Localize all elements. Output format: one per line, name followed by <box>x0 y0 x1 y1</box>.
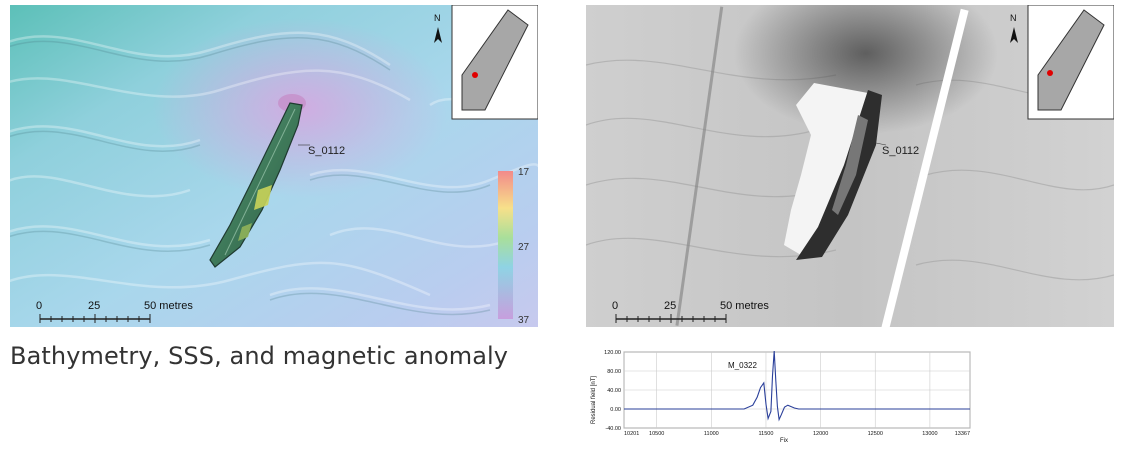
y-tick-labels: 120.00 80.00 40.00 0.00 -40.00 <box>604 350 621 432</box>
legend-max: 37 <box>518 315 530 326</box>
north-label: N <box>1010 13 1017 23</box>
y-tick-label: 40.00 <box>607 388 621 394</box>
scale-bar: 0 25 50 metres <box>612 300 769 323</box>
residual-field-line <box>624 350 970 422</box>
legend-min: 17 <box>518 167 530 178</box>
x-tick-label: 13000 <box>922 431 937 437</box>
scale-bar: 0 25 50 metres <box>36 300 193 323</box>
y-axis-label: Residual field [nT] <box>591 376 597 424</box>
x-tick-label: 12500 <box>868 431 883 437</box>
legend-mid: 27 <box>518 242 530 253</box>
target-label: S_0112 <box>882 145 919 157</box>
anomaly-label: M_0322 <box>728 361 757 370</box>
bathymetry-image: S_0112 17 27 37 0 25 <box>10 5 538 327</box>
north-arrow-icon: N <box>434 13 442 43</box>
target-label: S_0112 <box>308 145 345 157</box>
scale-tick-50: 50 metres <box>720 300 769 312</box>
sss-panel: S_0112 0 25 50 metres <box>586 5 1114 327</box>
y-tick-label: 80.00 <box>607 369 621 375</box>
y-tick-label: 120.00 <box>604 350 621 356</box>
north-arrow-icon: N <box>1010 13 1018 43</box>
location-marker <box>1047 70 1053 76</box>
y-tick-label: -40.00 <box>605 426 621 432</box>
x-tick-label: 10201 <box>624 431 639 437</box>
magnetic-chart-svg: 120.00 80.00 40.00 0.00 -40.00 10201 10500 110… <box>588 344 978 444</box>
scale-tick-0: 0 <box>612 300 618 312</box>
scale-tick-25: 25 <box>664 300 676 312</box>
location-marker <box>472 72 478 78</box>
bathymetry-panel: S_0112 17 27 37 0 25 <box>10 5 538 327</box>
depth-legend: 17 27 37 <box>498 167 530 326</box>
figure-caption: Bathymetry, SSS, and magnetic anomaly <box>10 342 509 370</box>
x-tick-label: 10500 <box>649 431 664 437</box>
scale-tick-50: 50 metres <box>144 300 193 312</box>
magnetic-anomaly-chart: 120.00 80.00 40.00 0.00 -40.00 10201 10500 110… <box>588 344 978 444</box>
x-tick-label: 12000 <box>813 431 828 437</box>
x-tick-labels: 10201 10500 11000 11500 12000 12500 13000 13367 <box>624 431 970 437</box>
north-label: N <box>434 13 441 23</box>
scale-tick-25: 25 <box>88 300 100 312</box>
inset-map: N <box>1010 5 1114 120</box>
x-tick-label: 11000 <box>704 431 719 437</box>
sss-image: S_0112 0 25 50 metres <box>586 5 1114 327</box>
inset-map: N <box>434 5 538 120</box>
y-tick-label: 0.00 <box>610 407 621 413</box>
x-tick-label: 11500 <box>759 431 774 437</box>
wreck-shape <box>209 102 303 268</box>
x-tick-label: 13367 <box>955 431 970 437</box>
x-axis-label: Fix <box>780 438 788 444</box>
scale-tick-0: 0 <box>36 300 42 312</box>
